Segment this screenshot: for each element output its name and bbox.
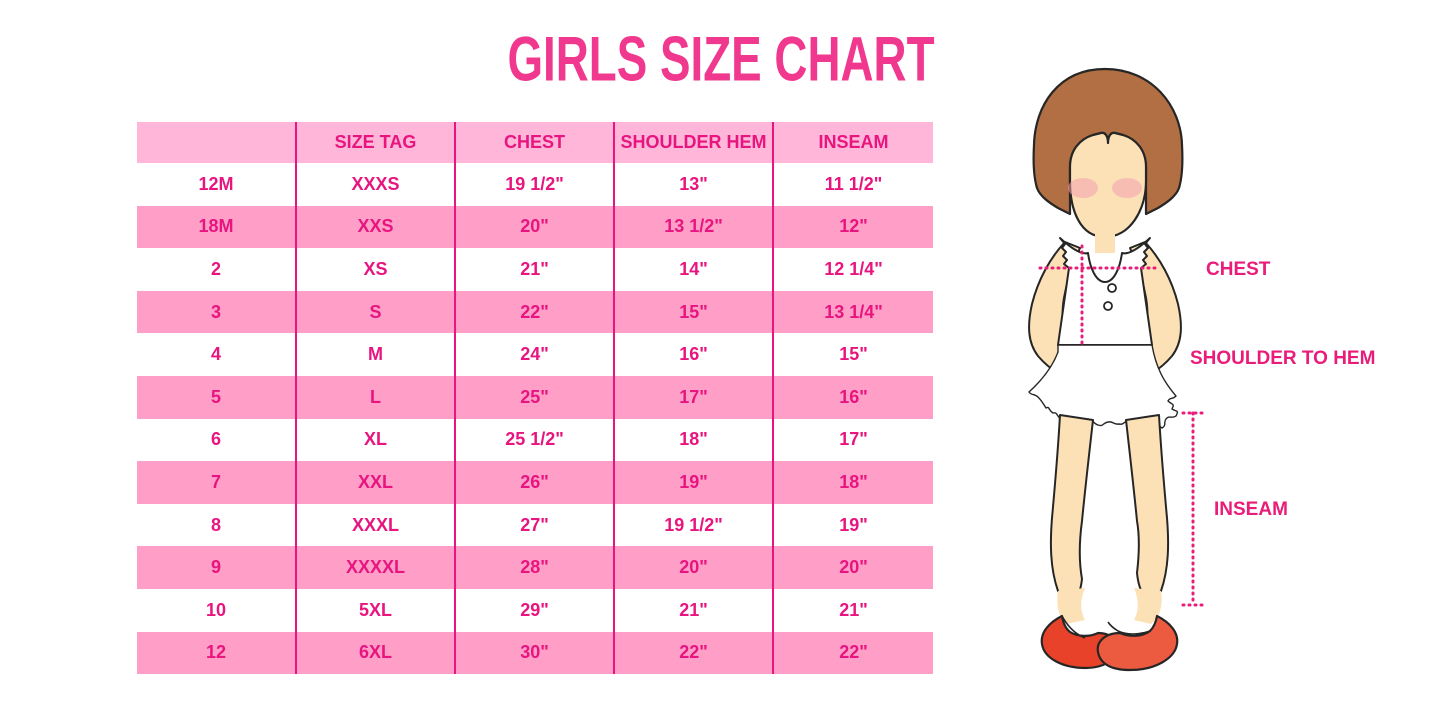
svg-text:SHOULDER TO HEM: SHOULDER TO HEM [1190,348,1375,369]
svg-text:INSEAM: INSEAM [1214,499,1288,520]
svg-text:CHEST: CHEST [1206,259,1271,280]
